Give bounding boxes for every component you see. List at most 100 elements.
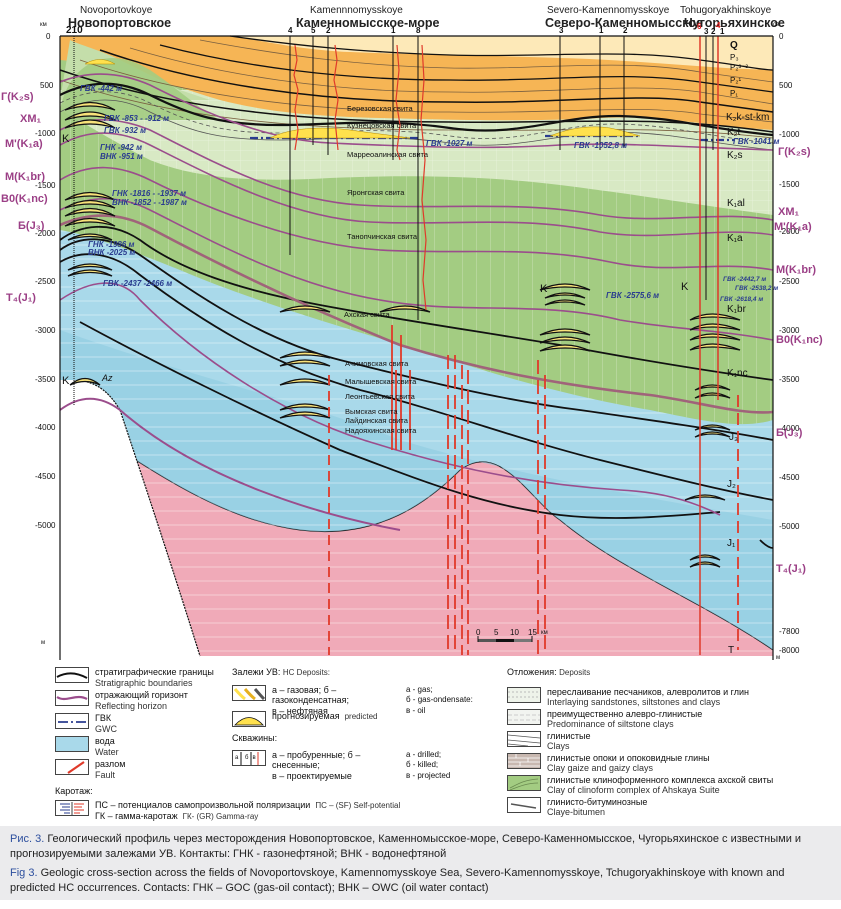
- legend-en: Water: [95, 746, 119, 757]
- caption-en-label: Fig 3.: [10, 867, 38, 879]
- right-tick: -3500: [779, 375, 800, 384]
- wells-en-killed: б - killed;: [406, 760, 439, 769]
- logging-title: Каротаж:: [55, 786, 93, 796]
- deposits-ru-2: в – нефтяная: [272, 705, 328, 716]
- legend-ru: разлом: [95, 759, 126, 769]
- stratigraphic-boundaries: [59, 35, 774, 549]
- legend-ru: глинисто-битуминозные: [547, 796, 648, 807]
- strat-label: J₃: [729, 432, 739, 443]
- left-tick: -3000: [35, 326, 56, 335]
- strat-label: P₁: [730, 89, 739, 98]
- right-tick: -2500: [779, 277, 800, 286]
- right-tick: -1500: [779, 180, 800, 189]
- legend-ru: глинистые опоки и опоковидные глины: [547, 752, 710, 763]
- caption-ru-text: Геологический профиль через месторождени…: [10, 833, 802, 860]
- well-number: 1: [599, 26, 604, 35]
- scale-tick: 15: [528, 628, 537, 637]
- contact-label: ГВК -1027 м: [426, 139, 473, 148]
- horizon-label-left: В0(K₁nc): [1, 193, 48, 205]
- fault-swatch: [55, 759, 89, 775]
- left-tick: -3500: [35, 375, 56, 384]
- predicted-deposit-swatch: [232, 711, 266, 727]
- well-number: 6: [697, 22, 702, 31]
- left-tick: -4000: [35, 423, 56, 432]
- contact-label: ГВК -2437 -2466 м: [103, 279, 173, 288]
- wells-en-projected: в - projected: [406, 770, 451, 780]
- gaize-swatch: [507, 752, 541, 769]
- interlaying-swatch: [507, 686, 541, 703]
- caption-en-text: Geologic cross-section across the fields…: [10, 867, 785, 894]
- right-tick: -4500: [779, 473, 800, 482]
- legend-en: Stratigraphic boundaries: [95, 677, 193, 688]
- legend-en: Reflecting horizon: [95, 700, 168, 711]
- suite-label: Кузнецовская свита: [347, 121, 417, 130]
- contact-label: ГНК -1816 - -1937 м: [112, 189, 186, 198]
- contact-label: ВНК -1852 - -1987 м: [112, 198, 187, 207]
- right-tick: -3000: [779, 326, 800, 335]
- strat-label: K₁br: [727, 304, 746, 315]
- field-name-en-novoportovskoye: Novoportovkoye: [80, 5, 153, 16]
- legend-item-sediment: глинисто-битуминозные Claye-bitumen: [507, 796, 837, 818]
- legend-item-sediment: преимущественно алевро-глинистые Predomin…: [507, 708, 837, 730]
- well-number: 2: [326, 26, 331, 35]
- suite-label: Леонтьевская свита: [345, 392, 415, 401]
- contact-label: ВНК -951 м: [100, 152, 143, 161]
- contact-label: ГНК -1986 м: [88, 240, 135, 249]
- strat-label: K: [62, 133, 70, 145]
- left-tick: 0: [46, 32, 51, 41]
- predicted-en: predicted: [344, 712, 378, 721]
- figure-caption: Рис. 3. Геологический профиль через мест…: [0, 826, 841, 900]
- legend-ru: глинистые клиноформенного комплекса ахск…: [547, 774, 774, 785]
- legend-ru: глинистые: [547, 730, 591, 741]
- deposits-en-oil: в - oil: [406, 705, 426, 715]
- strat-label: J₁: [727, 538, 736, 549]
- legend-item-hc-types: а – газовая; б – газоконденсатная; в – не…: [232, 684, 502, 717]
- horizon-label-left: Б(J₃): [18, 220, 45, 232]
- svg-text:в: в: [253, 755, 256, 761]
- strat-label: K: [681, 281, 689, 293]
- well-logs: [293, 44, 427, 311]
- legend-item-fault: разлом Fault: [55, 759, 235, 780]
- well-number: 2: [623, 26, 628, 35]
- horizon-label-right: В0(K₁nc): [776, 334, 823, 346]
- axes: [59, 35, 774, 660]
- left-tick: -1000: [35, 129, 56, 138]
- logging-gr-ru: ГК – гамма-каротаж: [95, 811, 178, 821]
- legend-item-gwc: ГВК GWC: [55, 713, 235, 734]
- clinoform-swatch: [507, 774, 541, 791]
- legend-item-sediment: глинистые клиноформенного комплекса ахск…: [507, 774, 837, 796]
- reflecting-horizon-swatch: [55, 690, 89, 706]
- left-axis-unit: км: [40, 22, 47, 28]
- well-number: 8: [416, 26, 421, 35]
- projected-wells: [699, 36, 719, 655]
- deposits-ru-1: а – газовая; б – газоконденсатная;: [272, 684, 350, 706]
- wells-ru-1: а – пробуренные; б – снесенные;: [272, 749, 361, 771]
- scale-unit: км: [541, 630, 548, 636]
- gas-deposits: [84, 59, 641, 139]
- scale-bar: [477, 636, 533, 642]
- sediments-title-en: Deposits: [559, 668, 591, 677]
- legend-item-water: вода Water: [55, 736, 235, 757]
- gwc-swatch: [55, 713, 89, 729]
- strat-label: K₁al: [727, 198, 745, 209]
- left-tick: -2000: [35, 229, 56, 238]
- suite-label: Березовская свита: [347, 104, 413, 113]
- field-name-ru-novoportovskoye: Новопортовское: [68, 16, 172, 30]
- strat-label: K₂k-st-km: [726, 112, 770, 123]
- legend-item-logging: ПС – потенциалов самопроизвольной поляри…: [55, 799, 400, 823]
- scale-tick: 10: [510, 628, 519, 637]
- scale-tick: 0: [476, 628, 481, 637]
- deposit-lenses: [64, 101, 741, 568]
- suite-label: Ахская свита: [344, 310, 390, 319]
- contact-label: ГНК -942 м: [100, 143, 142, 152]
- field-name-ru-kamennomysskoye: Каменномысское-море: [296, 16, 440, 30]
- well-number: 4: [716, 21, 721, 30]
- horizon-label-right: М(K₁br): [776, 264, 816, 276]
- clays-swatch: [507, 730, 541, 747]
- legend-item-sediment: глинистые опоки и опоковидные глины Clay …: [507, 752, 837, 774]
- basement-high: [60, 380, 200, 656]
- legend-item-stratigraphic: стратиграфические границы Stratigraphic b…: [55, 667, 235, 688]
- legend-ru: переслаивание песчаников, алевролитов и …: [547, 686, 749, 697]
- field-name-en-severo: Severo-Kamennomysskoye: [547, 5, 670, 16]
